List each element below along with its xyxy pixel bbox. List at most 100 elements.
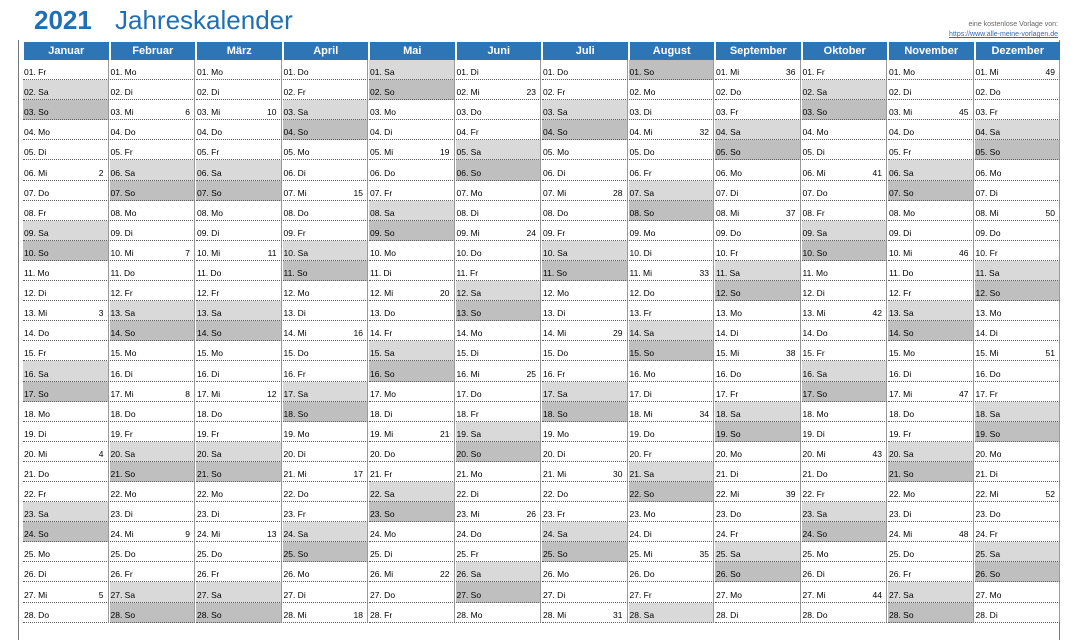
day-cell[interactable]: 16. Di [888, 361, 974, 382]
day-cell[interactable]: 17. Sa [282, 381, 368, 402]
day-cell[interactable]: 08. Mo [109, 200, 195, 221]
day-cell[interactable]: 10. Mo [369, 240, 455, 261]
day-cell[interactable]: 27. Mo [974, 582, 1060, 603]
day-cell[interactable]: 02. Mi 23 [455, 80, 541, 101]
day-cell[interactable]: 10. Do [455, 240, 541, 261]
day-cell[interactable]: 07. So [888, 180, 974, 201]
day-cell[interactable]: 04. Di [369, 120, 455, 141]
day-cell[interactable]: 14. Fr [369, 321, 455, 342]
day-cell[interactable]: 03. Sa [282, 100, 368, 121]
day-cell[interactable]: 09. Sa [23, 220, 109, 241]
day-cell[interactable]: 28. So [109, 602, 195, 623]
day-cell[interactable]: 26. Fr [196, 562, 282, 583]
day-cell[interactable]: 01. So [628, 60, 714, 81]
day-cell[interactable]: 21. Di [974, 461, 1060, 482]
day-cell[interactable]: 14. So [196, 321, 282, 342]
day-cell[interactable]: 05. Mo [282, 140, 368, 161]
day-cell[interactable]: 18. Sa [974, 401, 1060, 422]
day-cell[interactable]: 23. So [369, 502, 455, 523]
day-cell[interactable]: 21. Mo [455, 461, 541, 482]
day-cell[interactable]: 03. So [801, 100, 887, 121]
credit-link[interactable]: https://www.alle-meine-vorlagen.de [949, 31, 1058, 38]
day-cell[interactable]: 18. Fr [455, 401, 541, 422]
day-cell[interactable]: 10. Sa [282, 240, 368, 261]
day-cell[interactable]: 12. So [715, 281, 801, 302]
day-cell[interactable]: 08. So [628, 200, 714, 221]
day-cell[interactable]: 28. Fr [369, 602, 455, 623]
day-cell[interactable]: 17. Mi 8 [109, 381, 195, 402]
day-cell[interactable]: 18. Di [369, 401, 455, 422]
day-cell[interactable]: 05. Do [628, 140, 714, 161]
day-cell[interactable]: 11. So [282, 260, 368, 282]
day-cell[interactable]: 02. Sa [801, 80, 887, 101]
day-cell[interactable]: 02. Mo [628, 80, 714, 101]
day-cell[interactable]: 11. Mo [23, 260, 109, 282]
day-cell[interactable]: 04. Fr [455, 120, 541, 141]
day-cell[interactable]: 12. Sa [455, 281, 541, 302]
day-cell[interactable]: 01. Mo [888, 60, 974, 81]
day-cell[interactable]: 28. Di [715, 602, 801, 623]
day-cell[interactable]: 17. So [801, 381, 887, 402]
day-cell[interactable]: 04. So [542, 120, 628, 141]
day-cell[interactable]: 06. Sa [196, 160, 282, 181]
day-cell[interactable]: 28. Di [974, 602, 1060, 623]
day-cell[interactable]: 28. So [888, 602, 974, 623]
day-cell[interactable]: 02. Do [715, 80, 801, 101]
day-cell[interactable]: 17. Sa [542, 381, 628, 402]
day-cell[interactable]: 27. Mi 5 [23, 582, 109, 603]
day-cell[interactable]: 08. Sa [369, 200, 455, 221]
day-cell[interactable]: 15. Do [282, 341, 368, 362]
day-cell[interactable]: 19. Mo [282, 421, 368, 442]
day-cell[interactable]: 08. Mo [888, 200, 974, 221]
day-cell[interactable]: 15. Fr [23, 341, 109, 362]
day-cell[interactable]: 16. Fr [542, 361, 628, 382]
day-cell[interactable]: 05. So [974, 140, 1060, 161]
day-cell[interactable]: 22. Mi 39 [715, 481, 801, 503]
day-cell[interactable]: 07. Sa [628, 180, 714, 201]
day-cell[interactable]: 17. Mo [369, 381, 455, 402]
day-cell[interactable]: 24. Di [628, 522, 714, 543]
day-cell[interactable]: 25. So [542, 542, 628, 563]
day-cell[interactable]: 24. Fr [974, 522, 1060, 543]
day-cell[interactable]: 20. Sa [888, 441, 974, 462]
day-cell[interactable]: 20. Do [369, 441, 455, 462]
day-cell[interactable]: 12. Fr [109, 281, 195, 302]
day-cell[interactable]: 01. Mo [196, 60, 282, 81]
day-cell[interactable]: 12. Mo [542, 281, 628, 302]
day-cell[interactable]: 14. Do [23, 321, 109, 342]
day-cell[interactable]: 14. Di [974, 321, 1060, 342]
day-cell[interactable]: 23. Do [974, 502, 1060, 523]
day-cell[interactable]: 24. Mi 13 [196, 522, 282, 543]
day-cell[interactable]: 20. Fr [628, 441, 714, 462]
day-cell[interactable]: 04. Do [888, 120, 974, 141]
day-cell[interactable]: 06. Mi 2 [23, 160, 109, 181]
day-cell[interactable]: 20. Mi 43 [801, 441, 887, 462]
day-cell[interactable]: 03. Mo [369, 100, 455, 121]
day-cell[interactable]: 08. Di [455, 200, 541, 221]
day-cell[interactable]: 13. Mo [715, 301, 801, 322]
day-cell[interactable]: 13. Mo [974, 301, 1060, 322]
day-cell[interactable]: 04. Mo [23, 120, 109, 141]
day-cell[interactable]: 01. Fr [801, 60, 887, 81]
day-cell[interactable]: 09. Do [974, 220, 1060, 241]
day-cell[interactable]: 26. Di [801, 562, 887, 583]
day-cell[interactable]: 13. Sa [196, 301, 282, 322]
day-cell[interactable]: 01. Mo [109, 60, 195, 81]
day-cell[interactable]: 04. Do [196, 120, 282, 141]
day-cell[interactable]: 25. Fr [455, 542, 541, 563]
day-cell[interactable]: 16. Sa [801, 361, 887, 382]
day-cell[interactable]: 24. Sa [282, 522, 368, 543]
day-cell[interactable]: 22. Fr [23, 481, 109, 503]
day-cell[interactable]: 15. So [628, 341, 714, 362]
day-cell[interactable]: 26. Mi 22 [369, 562, 455, 583]
day-cell[interactable]: 17. Do [455, 381, 541, 402]
day-cell[interactable]: 23. Sa [23, 502, 109, 523]
day-cell[interactable]: 25. Do [196, 542, 282, 563]
day-cell[interactable]: 16. Mi 25 [455, 361, 541, 382]
day-cell[interactable]: 05. Mi 19 [369, 140, 455, 161]
day-cell[interactable]: 06. Sa [888, 160, 974, 181]
day-cell[interactable]: 19. Do [628, 421, 714, 442]
day-cell[interactable]: 20. Mo [974, 441, 1060, 462]
day-cell[interactable]: 11. Do [196, 260, 282, 282]
day-cell[interactable]: 20. Mo [715, 441, 801, 462]
